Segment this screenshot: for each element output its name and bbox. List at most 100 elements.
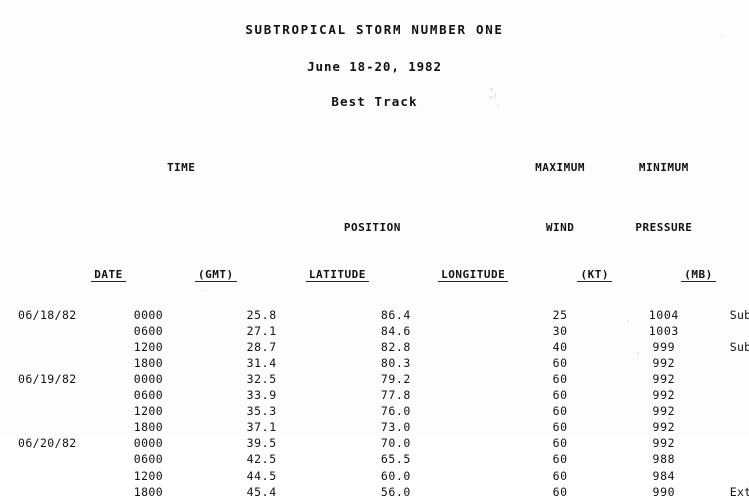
cell-category [716,466,749,482]
cell-time: 1800 [133,355,164,370]
cell-longitude: 73.0 [380,420,411,435]
table-row: 06/20/82 0000 39.5 70.0 60 992 [0,434,749,450]
cell-category: Extratropical [729,484,749,499]
cell-category [716,402,749,418]
document-title: SUBTROPICAL STORM NUMBER ONE [245,22,504,37]
cell-latitude: 45.4 [246,484,277,499]
header-cell-lat-spacer [237,138,369,198]
header-cell-date-spacer [0,138,126,198]
cell-longitude: 65.5 [380,452,411,467]
cell-time: 1200 [133,404,164,419]
header-label-gmt: (GMT) [195,269,237,282]
header-label-pressure: PRESSURE [635,220,693,234]
cell-latitude: 31.4 [246,355,277,370]
cell-date [0,482,126,498]
table-body: 06/18/82 0000 25.8 86.4 25 1004 Subtrop. Depre… [0,293,749,498]
header-label-time: TIME [166,161,196,174]
header-cell-lon-spacer [369,138,508,198]
cell-category [716,321,749,337]
header-cell-longitude: LONGITUDE [369,257,509,293]
best-track-table: TIME MAXIMUM MINIMUM POSITION [0,138,749,498]
cell-wind: 60 [552,452,568,467]
cell-category: Subtrop. Depression [729,307,749,322]
cell-date [0,450,126,466]
gap-cell [0,293,749,305]
cell-pressure: 984 [652,468,676,483]
cell-longitude: 77.8 [380,388,411,403]
header-cell-category-spacer-2 [716,198,749,258]
document-page: SUBTROPICAL STORM NUMBER ONE June 18-20,… [0,22,749,498]
cell-wind: 60 [552,420,568,435]
table-row: 1200 35.3 76.0 60 992 [0,402,749,418]
cell-date [0,337,126,353]
cell-wind: 60 [552,388,568,403]
cell-pressure: 988 [652,452,676,467]
table-row: 1800 31.4 80.3 60 992 [0,353,749,369]
cell-date: 06/19/82 [18,371,77,386]
cell-date [0,466,126,482]
cell-category [716,418,749,434]
cell-latitude: 27.1 [246,323,277,338]
cell-pressure: 990 [652,484,676,499]
header-cell-pressure-top: MINIMUM [612,138,716,198]
cell-time: 0600 [133,452,164,467]
cell-pressure: 992 [652,371,676,386]
cell-category [716,450,749,466]
header-cell-latitude: LATITUDE [237,257,369,293]
cell-wind: 60 [552,355,568,370]
cell-wind: 60 [552,436,568,451]
cell-longitude: 70.0 [380,436,411,451]
cell-category: Subtrop. Storm [729,339,749,354]
cell-time: 1200 [133,468,164,483]
cell-latitude: 35.3 [246,404,277,419]
header-cell-pressure-unit: (MB) [612,257,716,293]
cell-time: 0000 [133,436,164,451]
header-cell-pressure-mid: PRESSURE [612,198,716,258]
document-subtitle: June 18-20, 1982 [307,59,442,74]
cell-time: 0000 [133,371,164,386]
cell-longitude: 79.2 [380,371,411,386]
cell-pressure: 992 [652,436,676,451]
table-row: 1800 45.4 56.0 60 990 Extratropical [0,482,749,498]
cell-longitude: 76.0 [380,404,411,419]
header-label-latitude: LATITUDE [305,269,369,282]
header-cell-wind-unit: (KT) [508,257,612,293]
cell-time: 1200 [133,339,164,354]
header-label-position: POSITION [343,220,401,234]
cell-category [716,353,749,369]
title-block: SUBTROPICAL STORM NUMBER ONE June 18-20,… [0,22,749,109]
header-row-middle: POSITION WIND PRESSURE [0,198,749,258]
cell-date [0,353,126,369]
cell-pressure: 992 [652,404,676,419]
cell-time: 0000 [133,307,164,322]
header-cell-wind-mid: WIND [508,198,612,258]
header-label-date: DATE [91,269,126,282]
cell-pressure: 992 [652,420,676,435]
cell-date [0,385,126,401]
cell-latitude: 37.1 [246,420,277,435]
cell-latitude: 39.5 [246,436,277,451]
header-cell-category-spacer [716,138,749,198]
header-label-longitude: LONGITUDE [438,269,509,282]
cell-latitude: 42.5 [246,452,277,467]
header-body-gap [0,293,749,305]
cell-pressure: 992 [652,355,676,370]
header-cell-time-spacer [126,198,237,258]
cell-date: 06/20/82 [18,436,77,451]
cell-pressure: 1003 [648,323,679,338]
header-row-bottom: DATE (GMT) LATITUDE LONGITUDE (KT) (MB) [0,257,749,293]
header-label-kt: (KT) [577,269,612,282]
cell-latitude: 32.5 [246,371,277,386]
cell-wind: 40 [552,339,568,354]
cell-latitude: 25.8 [246,307,277,322]
cell-time: 0600 [133,388,164,403]
cell-wind: 30 [552,323,568,338]
cell-longitude: 82.8 [380,339,411,354]
table-row: 06/19/82 0000 32.5 79.2 60 992 [0,369,749,385]
cell-pressure: 1004 [648,307,679,322]
cell-date [0,402,126,418]
cell-time: 1800 [133,484,164,499]
cell-latitude: 33.9 [246,388,277,403]
cell-time: 1800 [133,420,164,435]
cell-wind: 60 [552,484,568,499]
